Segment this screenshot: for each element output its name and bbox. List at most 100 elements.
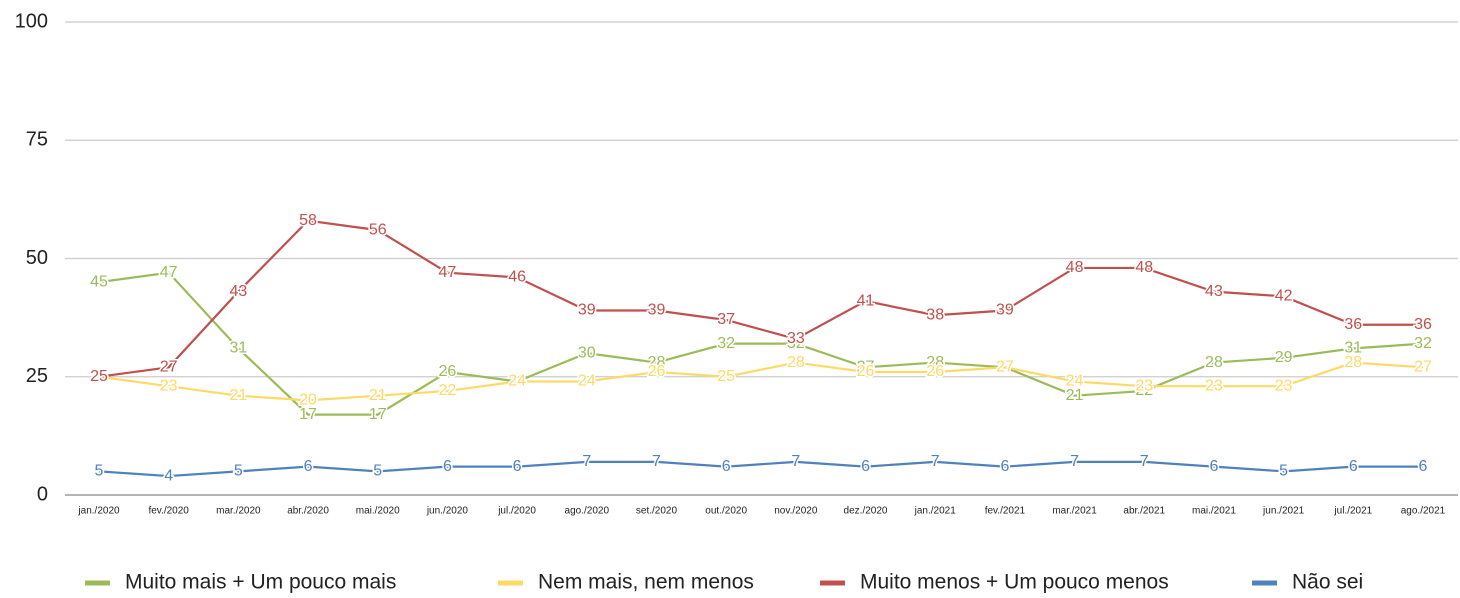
data-label: 43 xyxy=(229,283,247,300)
data-label: 27 xyxy=(996,359,1014,376)
data-label: 27 xyxy=(996,359,1014,376)
data-label: 5 xyxy=(373,463,382,480)
y-tick-label: 25 xyxy=(26,365,48,387)
y-tick-label: 100 xyxy=(15,10,48,32)
data-label: 45 xyxy=(90,273,108,290)
x-tick-label: abr./2021 xyxy=(1123,506,1165,517)
data-label: 31 xyxy=(229,340,247,357)
data-label: 27 xyxy=(160,359,178,376)
x-tick-label: ago./2020 xyxy=(565,506,610,517)
legend-label: Muito mais + Um pouco mais xyxy=(125,571,396,594)
x-tick-label: mai./2021 xyxy=(1192,506,1236,517)
x-tick-label: jul./2021 xyxy=(1333,506,1372,517)
data-label: 21 xyxy=(369,387,387,404)
data-label: 22 xyxy=(439,382,457,399)
data-label: 6 xyxy=(861,458,870,475)
data-label: 46 xyxy=(508,269,526,286)
series-line xyxy=(98,219,1423,378)
data-label: 39 xyxy=(578,302,596,319)
data-label: 7 xyxy=(1140,453,1149,470)
data-label: 38 xyxy=(926,306,944,323)
data-label: 23 xyxy=(160,377,178,394)
data-label: 26 xyxy=(648,363,666,380)
x-tick-label: out./2020 xyxy=(705,506,747,517)
data-label: 6 xyxy=(722,458,731,475)
data-label: 41 xyxy=(857,292,875,309)
data-label: 20 xyxy=(299,392,317,409)
data-label: 7 xyxy=(931,453,940,470)
data-label: 29 xyxy=(1275,349,1293,366)
data-label: 43 xyxy=(1205,283,1223,300)
data-label: 26 xyxy=(439,363,457,380)
x-tick-label: jun./2020 xyxy=(426,506,469,517)
x-tick-label: jan./2020 xyxy=(77,506,120,517)
data-label: 7 xyxy=(582,453,591,470)
data-label: 48 xyxy=(1135,259,1153,276)
data-label: 30 xyxy=(578,344,596,361)
data-label: 5 xyxy=(234,463,243,480)
data-label: 22 xyxy=(1135,382,1153,399)
x-tick-label: mar./2020 xyxy=(216,506,261,517)
data-label: 47 xyxy=(439,264,457,281)
data-label: 32 xyxy=(787,335,805,352)
data-label: 26 xyxy=(926,363,944,380)
y-tick-label: 75 xyxy=(26,129,48,151)
data-label: 36 xyxy=(1414,316,1432,333)
data-label: 32 xyxy=(1414,335,1432,352)
x-tick-label: fev./2020 xyxy=(148,506,189,517)
x-tick-label: jul./2020 xyxy=(497,506,536,517)
legend-label: Muito menos + Um pouco menos xyxy=(860,571,1169,594)
data-label: 6 xyxy=(1349,458,1358,475)
data-label: 21 xyxy=(229,387,247,404)
data-label: 27 xyxy=(1414,359,1432,376)
data-label: 5 xyxy=(1279,463,1288,480)
data-label: 24 xyxy=(508,373,526,390)
data-label: 31 xyxy=(1344,340,1362,357)
data-label: 28 xyxy=(1344,354,1362,371)
x-tick-label: mar./2021 xyxy=(1052,506,1097,517)
series-line xyxy=(98,460,1423,478)
data-label: 25 xyxy=(717,368,735,385)
data-label: 56 xyxy=(369,221,387,238)
data-label: 6 xyxy=(443,458,452,475)
data-label: 36 xyxy=(1344,316,1362,333)
data-label: 39 xyxy=(648,302,666,319)
data-label: 27 xyxy=(857,359,875,376)
data-label: 6 xyxy=(1419,458,1428,475)
x-tick-label: ago./2021 xyxy=(1401,506,1446,517)
y-tick-label: 0 xyxy=(37,483,48,505)
x-tick-label: jan./2021 xyxy=(914,506,957,517)
data-label: 6 xyxy=(513,458,522,475)
data-label: 28 xyxy=(926,354,944,371)
data-label: 42 xyxy=(1275,288,1293,305)
data-label: 25 xyxy=(90,368,108,385)
data-label: 7 xyxy=(1070,453,1079,470)
data-label: 37 xyxy=(717,311,735,328)
data-label: 5 xyxy=(95,463,104,480)
y-tick-label: 50 xyxy=(26,247,48,269)
data-label: 6 xyxy=(1000,458,1009,475)
data-label: 23 xyxy=(1205,377,1223,394)
x-tick-label: mai./2020 xyxy=(356,506,400,517)
data-label: 4 xyxy=(164,467,173,484)
data-label: 58 xyxy=(299,212,317,229)
data-label: 24 xyxy=(508,373,526,390)
x-tick-label: set./2020 xyxy=(636,506,678,517)
data-label: 6 xyxy=(304,458,313,475)
series-line xyxy=(98,271,1424,416)
data-label: 32 xyxy=(717,335,735,352)
x-tick-label: dez./2020 xyxy=(844,506,888,517)
data-label: 28 xyxy=(1205,354,1223,371)
data-label: 28 xyxy=(787,354,805,371)
data-label: 47 xyxy=(160,264,178,281)
data-label: 7 xyxy=(652,453,661,470)
data-label: 6 xyxy=(1209,458,1218,475)
data-label: 17 xyxy=(369,406,387,423)
data-label: 33 xyxy=(787,330,805,347)
data-label: 25 xyxy=(90,368,108,385)
legend-label: Não sei xyxy=(1292,571,1363,594)
data-label: 24 xyxy=(578,373,596,390)
data-label: 21 xyxy=(1066,387,1084,404)
series-line xyxy=(98,361,1424,402)
